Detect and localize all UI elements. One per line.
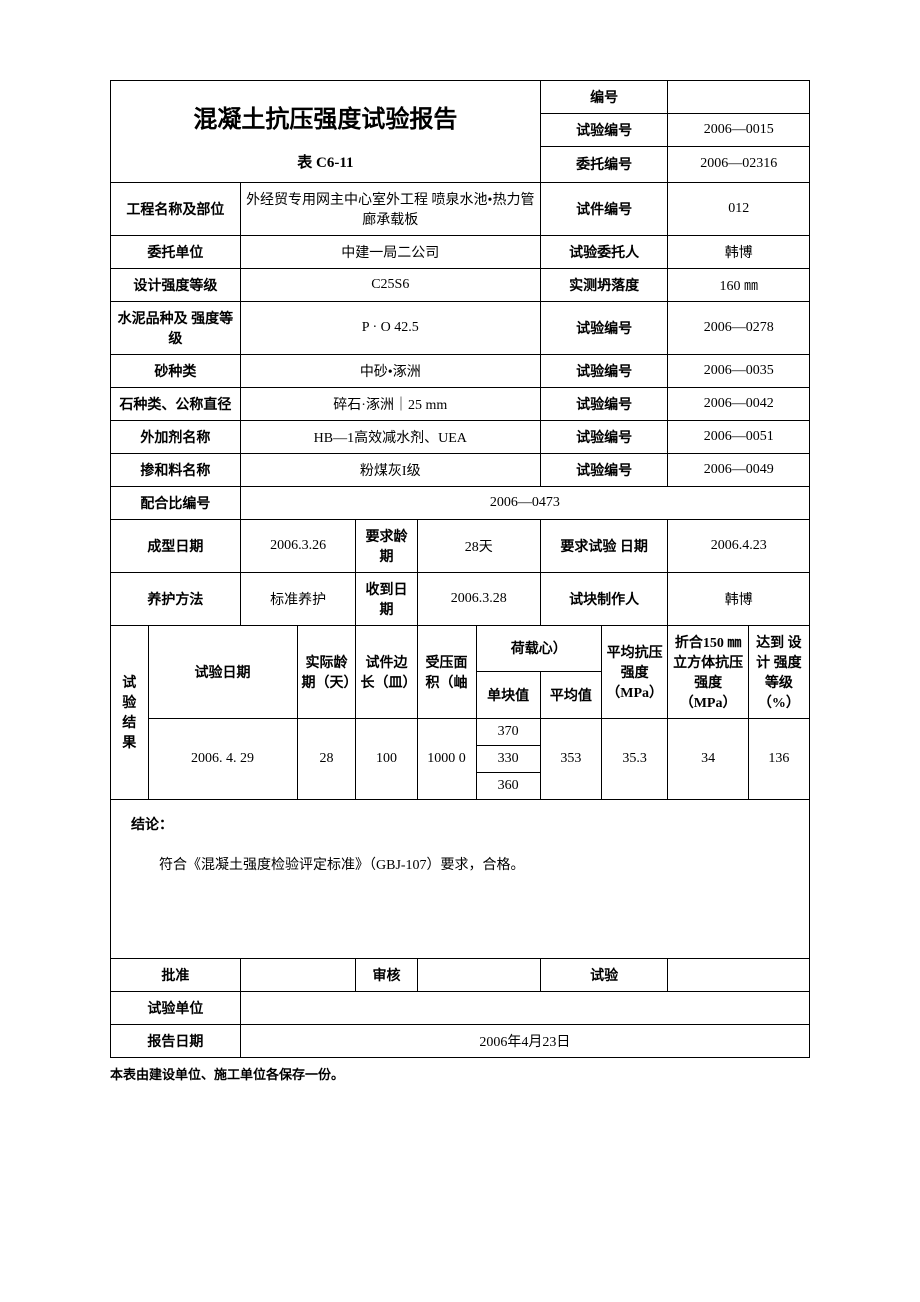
result-area-label: 受压面积（岫 [417,625,476,718]
conclusion-heading: 结论： [131,814,789,834]
entrust-person-label: 试验委托人 [540,235,668,268]
footnote: 本表由建设单位、施工单位各保存一份。 [110,1064,810,1083]
result-test-date-label: 试验日期 [148,625,297,718]
test-value [668,958,810,991]
conclusion-body: 符合《混凝土强度检验评定标准》（GBJ-107）要求，合格。 [131,854,789,874]
report-subtitle: 表 C6-11 [111,147,541,183]
design-grade-value: C25S6 [240,268,540,301]
specimen-no-value: 012 [668,182,810,235]
admixture-test-no-label: 试验编号 [540,453,668,486]
entrust-unit-label: 委托单位 [111,235,241,268]
admixture-value: 粉煤灰I级 [240,453,540,486]
receive-date-value: 2006.3.28 [417,572,540,625]
result-edge-label: 试件边长（皿） [356,625,417,718]
result-load-3: 360 [476,772,540,799]
result-test-date-value: 2006. 4. 29 [148,718,297,799]
result-load-1: 370 [476,718,540,745]
test-no-value: 2006—0015 [668,114,810,147]
maker-label: 试块制作人 [540,572,668,625]
curing-value: 标准养护 [240,572,356,625]
cement-value: P · O 42.5 [240,301,540,354]
entrust-unit-value: 中建一局二公司 [240,235,540,268]
mix-ratio-label: 配合比编号 [111,486,241,519]
result-percent-label: 达到 设计 强度等级 （%） [748,625,809,718]
report-page: 混凝土抗压强度试验报告 编号 试验编号 2006—0015 表 C6-11 委托… [0,0,920,1123]
req-test-date-value: 2006.4.23 [668,519,810,572]
serial-label: 编号 [540,81,668,114]
stone-label: 石种类、公称直径 [111,387,241,420]
entrust-no-label: 委托编号 [540,147,668,183]
test-unit-label: 试验单位 [111,991,241,1024]
sand-test-no-label: 试验编号 [540,354,668,387]
approve-value [240,958,356,991]
conclusion-cell: 结论： 符合《混凝土强度检验评定标准》（GBJ-107）要求，合格。 [111,799,810,958]
curing-label: 养护方法 [111,572,241,625]
entrust-person-value: 韩博 [668,235,810,268]
cement-test-no-value: 2006—0278 [668,301,810,354]
test-label: 试验 [540,958,668,991]
result-section-label: 试 验 结 果 [111,625,149,799]
report-table: 混凝土抗压强度试验报告 编号 试验编号 2006—0015 表 C6-11 委托… [110,80,810,1058]
result-area-value: 1000 0 [417,718,476,799]
sand-label: 砂种类 [111,354,241,387]
entrust-no-value: 2006—02316 [668,147,810,183]
result-avg-label: 平均值 [540,672,601,719]
cement-test-no-label: 试验编号 [540,301,668,354]
review-value [417,958,540,991]
project-value: 外经贸专用网主中心室外工程 喷泉水池•热力管廊承载板 [240,182,540,235]
admixture-label: 掺和料名称 [111,453,241,486]
additive-label: 外加剂名称 [111,420,241,453]
approve-label: 批准 [111,958,241,991]
design-grade-label: 设计强度等级 [111,268,241,301]
admixture-test-no-value: 2006—0049 [668,453,810,486]
project-label: 工程名称及部位 [111,182,241,235]
sand-test-no-value: 2006—0035 [668,354,810,387]
sand-value: 中砂•涿洲 [240,354,540,387]
report-date-value: 2006年4月23日 [240,1024,809,1057]
slump-value: 160 ㎜ [668,268,810,301]
mix-ratio-value: 2006—0473 [240,486,809,519]
req-age-label: 要求龄期 [356,519,417,572]
stone-test-no-value: 2006—0042 [668,387,810,420]
serial-value [668,81,810,114]
result-load-avg: 353 [540,718,601,799]
result-load-label: 荷载心） [476,625,601,672]
result-actual-age-label: 实际龄期（天） [297,625,356,718]
result-conv150-label: 折合150 ㎜立方体抗压强度（MPa） [668,625,748,718]
result-load-2: 330 [476,745,540,772]
test-no-label: 试验编号 [540,114,668,147]
receive-date-label: 收到日期 [356,572,417,625]
additive-value: HB—1高效减水剂、UEA [240,420,540,453]
result-actual-age-value: 28 [297,718,356,799]
result-conv150-value: 34 [668,718,748,799]
mold-date-label: 成型日期 [111,519,241,572]
result-edge-value: 100 [356,718,417,799]
result-avg-strength-label: 平均抗压强度（MPa） [601,625,667,718]
additive-test-no-value: 2006—0051 [668,420,810,453]
additive-test-no-label: 试验编号 [540,420,668,453]
result-single-label: 单块值 [476,672,540,719]
maker-value: 韩博 [668,572,810,625]
result-avg-strength-value: 35.3 [601,718,667,799]
req-test-date-label: 要求试验 日期 [540,519,668,572]
stone-test-no-label: 试验编号 [540,387,668,420]
report-title: 混凝土抗压强度试验报告 [111,81,541,147]
cement-label: 水泥品种及 强度等级 [111,301,241,354]
slump-label: 实测坍落度 [540,268,668,301]
test-unit-value [240,991,809,1024]
req-age-value: 28天 [417,519,540,572]
specimen-no-label: 试件编号 [540,182,668,235]
review-label: 审核 [356,958,417,991]
stone-value: 碎石·涿洲｜25 mm [240,387,540,420]
mold-date-value: 2006.3.26 [240,519,356,572]
result-percent-value: 136 [748,718,809,799]
report-date-label: 报告日期 [111,1024,241,1057]
